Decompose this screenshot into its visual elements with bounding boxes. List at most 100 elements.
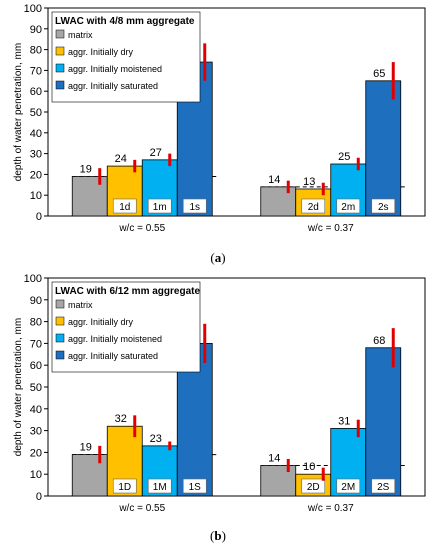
bar-tag-box [182,478,207,494]
y-tick-label: 40 [30,404,42,416]
bar-value-label: 27 [150,147,162,159]
bar-value-label: 23 [150,433,162,445]
y-tick-label: 70 [30,65,42,77]
y-tick-label: 30 [30,149,42,161]
bar-value-label: 19 [80,163,92,175]
x-category-label: w/c = 0.37 [307,503,354,514]
caption-close-paren: ) [222,528,226,543]
legend-entry: aggr. Initially saturated [68,81,158,91]
bar-tag-label: 1D [118,482,131,493]
legend-box [51,11,201,103]
bar-tag-label: 1M [153,482,167,493]
bar-tag-label: 2D [307,482,320,493]
legend-entry: matrix [68,300,93,310]
bar-tag-box [301,478,326,494]
legend-entry: matrix [68,30,93,40]
legend-swatch [55,316,65,326]
bar [260,465,297,497]
bar-value-label: 68 [373,335,385,347]
legend-swatch [55,29,65,39]
bar-value-label: 24 [115,153,127,165]
figure-caption: (b) [210,528,226,543]
caption-open-paren: ( [210,250,214,265]
bar-tag-box [301,198,326,214]
bar-value-label: 19 [80,442,92,454]
bar-value-label: 31 [338,415,350,427]
caption-letter: a [215,250,222,265]
bar-tag-label: 1S [189,482,202,493]
y-tick-label: 20 [30,169,42,181]
legend-swatch [55,333,65,343]
bar-tag-label: 2s [378,202,389,213]
y-tick-label: 0 [36,491,42,503]
bar-value-label: 13 [303,176,315,188]
bar-value-label: 14 [268,174,280,186]
chart-title: LWAC with 4/8 mm aggregate [55,16,195,27]
bar-tag-box [112,478,137,494]
bar [260,186,297,217]
legend-swatch [55,350,65,360]
bar-value-label: 10 [303,461,315,473]
y-tick-label: 90 [30,295,42,307]
bar-tag-label: 2S [377,482,390,493]
y-tick-label: 20 [30,447,42,459]
chart-2: 0 10 20 30 40 50 60 70 80 90 100 depth of water pen… [13,273,426,543]
y-tick-label: 60 [30,86,42,98]
bar-tag-box [336,478,361,494]
caption-letter: b [214,528,221,543]
y-tick-label: 0 [36,211,42,223]
y-tick-label: 80 [30,317,42,329]
bar [71,454,108,497]
y-tick-label: 50 [30,107,42,119]
bar-value-label: 25 [338,151,350,163]
legend-entry: aggr. Initially moistened [68,334,162,344]
figure-caption: (a) [210,250,225,265]
bar-tag-box [147,478,172,494]
legend-box [51,281,201,373]
caption-close-paren: ) [221,250,225,265]
x-category-label: w/c = 0.55 [118,503,165,514]
bar-tag-box [371,198,396,214]
bar-tag-box [147,198,172,214]
y-tick-label: 80 [30,45,42,57]
bar [71,176,108,217]
y-tick-label: 100 [24,3,42,15]
bar-tag-box [182,198,207,214]
bar-tag-label: 2d [308,202,319,213]
bar [365,80,402,217]
bar-tag-box [112,198,137,214]
x-category-label: w/c = 0.37 [307,223,354,234]
legend-entry: aggr. Initially moistened [68,64,162,74]
bar-tag-label: 2m [341,202,355,213]
legend-entry: aggr. Initially saturated [68,351,158,361]
y-tick-label: 60 [30,360,42,372]
y-tick-label: 40 [30,128,42,140]
bar-tag-box [371,478,396,494]
bar-value-label: 32 [115,413,127,425]
y-axis-label: depth of water penetration, mm [13,318,24,456]
chart-1: 0 10 20 30 40 50 60 70 80 90 100 depth of water pen… [13,3,426,265]
caption-open-paren: ( [210,528,214,543]
legend-entry: aggr. Initially dry [68,47,134,57]
bar-tag-box [336,198,361,214]
legend-entry: aggr. Initially dry [68,317,134,327]
bar [365,347,402,497]
y-tick-label: 10 [30,190,42,202]
y-axis-label: depth of water penetration, mm [13,43,24,181]
bar-tag-label: 1m [153,202,167,213]
bar-tag-label: 2M [341,482,355,493]
bar-value-label: 65 [373,68,385,80]
y-tick-label: 70 [30,338,42,350]
y-tick-label: 10 [30,469,42,481]
y-tick-label: 50 [30,382,42,394]
x-category-label: w/c = 0.55 [118,223,165,234]
bar-tag-label: 1d [119,202,130,213]
legend-swatch [55,46,65,56]
y-tick-label: 90 [30,24,42,36]
chart-title: LWAC with 6/12 mm aggregate [55,286,200,297]
legend-swatch [55,299,65,309]
legend-swatch [55,63,65,73]
y-tick-label: 30 [30,426,42,438]
y-tick-label: 100 [24,273,42,285]
